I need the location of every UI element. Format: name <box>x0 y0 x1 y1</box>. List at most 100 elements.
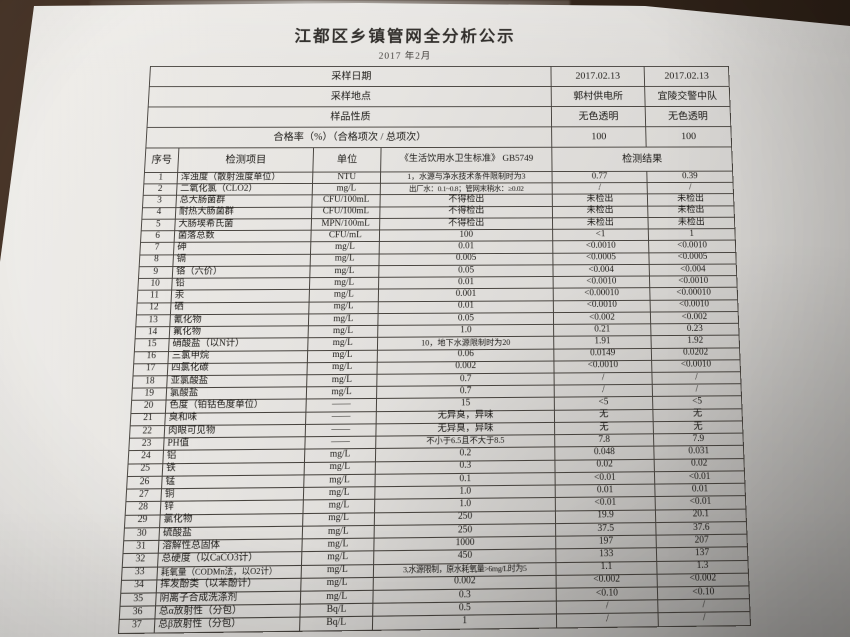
result-1: <0.0010 <box>553 360 652 374</box>
table-row: 18 亚氯酸盐 mg/L 0.7// <box>132 371 741 389</box>
item-limit: 0.005 <box>378 252 553 266</box>
item-name: 二氧化氯（CLO2） <box>176 183 313 196</box>
item-unit: mg/L <box>310 253 380 266</box>
table-row: 8 镉 mg/L 0.005 <0.0005 <0.0005 <box>139 252 737 267</box>
table-row: 33 耗氧量（CODMn法，以O2计） mg/L 3,水源限制，原水耗氧量>6mg/L… <box>121 559 749 581</box>
sample-nature-value-2: 无色透明 <box>645 106 731 127</box>
pass-rate-label: 合格率（%）（合格项次 / 总项次） <box>145 126 552 148</box>
sample-nature-label: 样品性质 <box>147 106 552 128</box>
table-row: 26 锰 mg/L 0.1 <0.01 <0.01 <box>126 470 745 490</box>
result-1: 0.0149 <box>553 348 652 361</box>
row-seq: 3 <box>142 195 177 208</box>
row-seq: 20 <box>130 400 167 414</box>
table-row: 27 铜 mg/L 1.0 0.01 0.01 <box>125 483 746 502</box>
item-unit: mg/L <box>308 325 378 338</box>
item-name: 氟化物 <box>169 325 309 339</box>
page-title: 江都区乡镇管网全分析公示 <box>294 27 516 46</box>
table-row: 30 硫酸盐 mg/L 250 37.5 37.6 <box>123 521 747 541</box>
table-row: 22 肉眼可见物 —— 无异臭，异味无无 <box>129 420 743 439</box>
result-2: 1.92 <box>650 335 740 349</box>
item-limit: 0.01 <box>378 276 554 290</box>
item-unit: CFU/100mL <box>311 195 381 207</box>
item-unit: mg/L <box>306 374 377 388</box>
result-1: / <box>556 613 659 628</box>
sampling-location-value-1: 郭村供电所 <box>551 86 646 107</box>
item-limit: 0.05 <box>378 264 554 278</box>
item-unit: MPN/100mL <box>311 218 380 231</box>
row-seq: 12 <box>136 302 172 315</box>
result-2: <0.002 <box>657 572 749 587</box>
result-1: 19.9 <box>555 509 656 524</box>
item-name: 锰 <box>161 474 305 489</box>
sample-nature-value-1: 无色透明 <box>551 106 646 127</box>
item-limit: 3,水源限制，原水耗氧量>6mg/L时为5 <box>373 562 557 578</box>
table-row: 7 砷 mg/L 0.01 <0.0010 <0.0010 <box>139 240 736 255</box>
item-unit: mg/L <box>307 337 378 351</box>
item-limit: 出厂水：0.1~0.8；管网末稍水：≥0.02 <box>380 183 553 196</box>
item-name: 锌 <box>160 500 304 515</box>
row-seq: 24 <box>128 450 164 464</box>
table-row: 6 菌落总数 CFU/mL 100 <1 1 <box>140 228 736 243</box>
table-row: 10 铅 mg/L 0.01 <0.0010 <0.0010 <box>137 275 738 291</box>
table-row: 19 氯酸盐 mg/L 0.7// <box>131 383 742 401</box>
result-1: 0.048 <box>554 446 655 460</box>
item-name: 溶解性总固体 <box>158 538 303 554</box>
item-unit: mg/L <box>306 386 377 400</box>
result-2: 0.02 <box>654 458 745 472</box>
item-unit: mg/L <box>302 499 375 514</box>
item-unit: mg/L <box>309 277 379 290</box>
item-limit: 0.2 <box>375 447 555 462</box>
pass-rate-row: 合格率（%）（合格项次 / 总项次） 100 100 <box>145 126 732 148</box>
item-limit: 0.7 <box>376 385 555 399</box>
item-unit: Bq/L <box>299 616 373 631</box>
item-limit: 无异臭，异味 <box>375 422 555 437</box>
row-seq: 37 <box>118 619 155 634</box>
sampling-location-value-2: 宜陵交警中队 <box>644 86 731 107</box>
item-unit: mg/L <box>302 512 375 526</box>
result-2: 1 <box>648 228 736 241</box>
table-row: 15 硝酸盐（以N计） mg/L 10，地下水源限制时为20 1.91 1.92 <box>134 335 740 352</box>
item-name: 亚氯酸盐 <box>166 374 307 389</box>
result-1: 133 <box>555 548 657 563</box>
item-name: 铅 <box>171 277 310 291</box>
item-limit: 1000 <box>373 536 556 552</box>
row-seq: 13 <box>135 314 171 327</box>
result-1: <1 <box>552 229 649 242</box>
row-seq: 29 <box>124 514 161 528</box>
item-unit: mg/L <box>309 265 379 278</box>
item-limit: 1 <box>372 614 557 630</box>
table-row: 1 浑浊度（散射浊度单位） NTU 1，水源与净水技术条件限制时为3 0.77 0.39 <box>143 171 734 185</box>
row-seq: 1 <box>143 172 178 185</box>
result-1: 1.1 <box>555 560 658 576</box>
item-name: 铬（六价） <box>172 265 311 279</box>
item-unit: mg/L <box>310 241 380 254</box>
sampling-date-label: 采样日期 <box>149 66 552 87</box>
item-unit: —— <box>304 436 376 450</box>
sampling-date-value-1: 2017.02.13 <box>550 66 645 87</box>
item-unit: mg/L <box>306 361 378 375</box>
row-seq: 18 <box>132 375 168 389</box>
row-seq: 7 <box>139 242 175 255</box>
result-1: 未检出 <box>552 205 648 218</box>
item-limit: 不得检出 <box>379 206 553 219</box>
result-1: / <box>556 600 659 615</box>
result-2: <0.0010 <box>649 275 738 288</box>
row-seq: 15 <box>134 338 170 352</box>
table-row: 21 臭和味 —— 无异臭，异味无无 <box>130 408 743 426</box>
item-name: 砷 <box>173 242 311 255</box>
item-name: 总大肠菌群 <box>175 195 313 208</box>
item-name: 铝 <box>162 449 305 464</box>
result-2: 未检出 <box>647 217 735 230</box>
pass-rate-value-2: 100 <box>645 126 732 148</box>
page-subtitle: 2017 年2月 <box>378 51 432 62</box>
table-row: 29 氯化物 mg/L 250 19.9 20.1 <box>124 508 747 528</box>
sampling-location-row: 采样地点 郭村供电所 宜陵交警中队 <box>148 86 731 107</box>
document-content: 江都区乡镇管网全分析公示 2017 年2月 采样日期 2017.02.13 20… <box>117 27 752 634</box>
table-row: 12 硒 mg/L 0.01 <0.0010 <0.0010 <box>136 299 739 315</box>
item-unit: mg/L <box>309 289 379 302</box>
result-2: <0.01 <box>655 495 746 510</box>
column-header-seq: 序号 <box>144 147 179 173</box>
result-1: <0.01 <box>555 496 656 511</box>
